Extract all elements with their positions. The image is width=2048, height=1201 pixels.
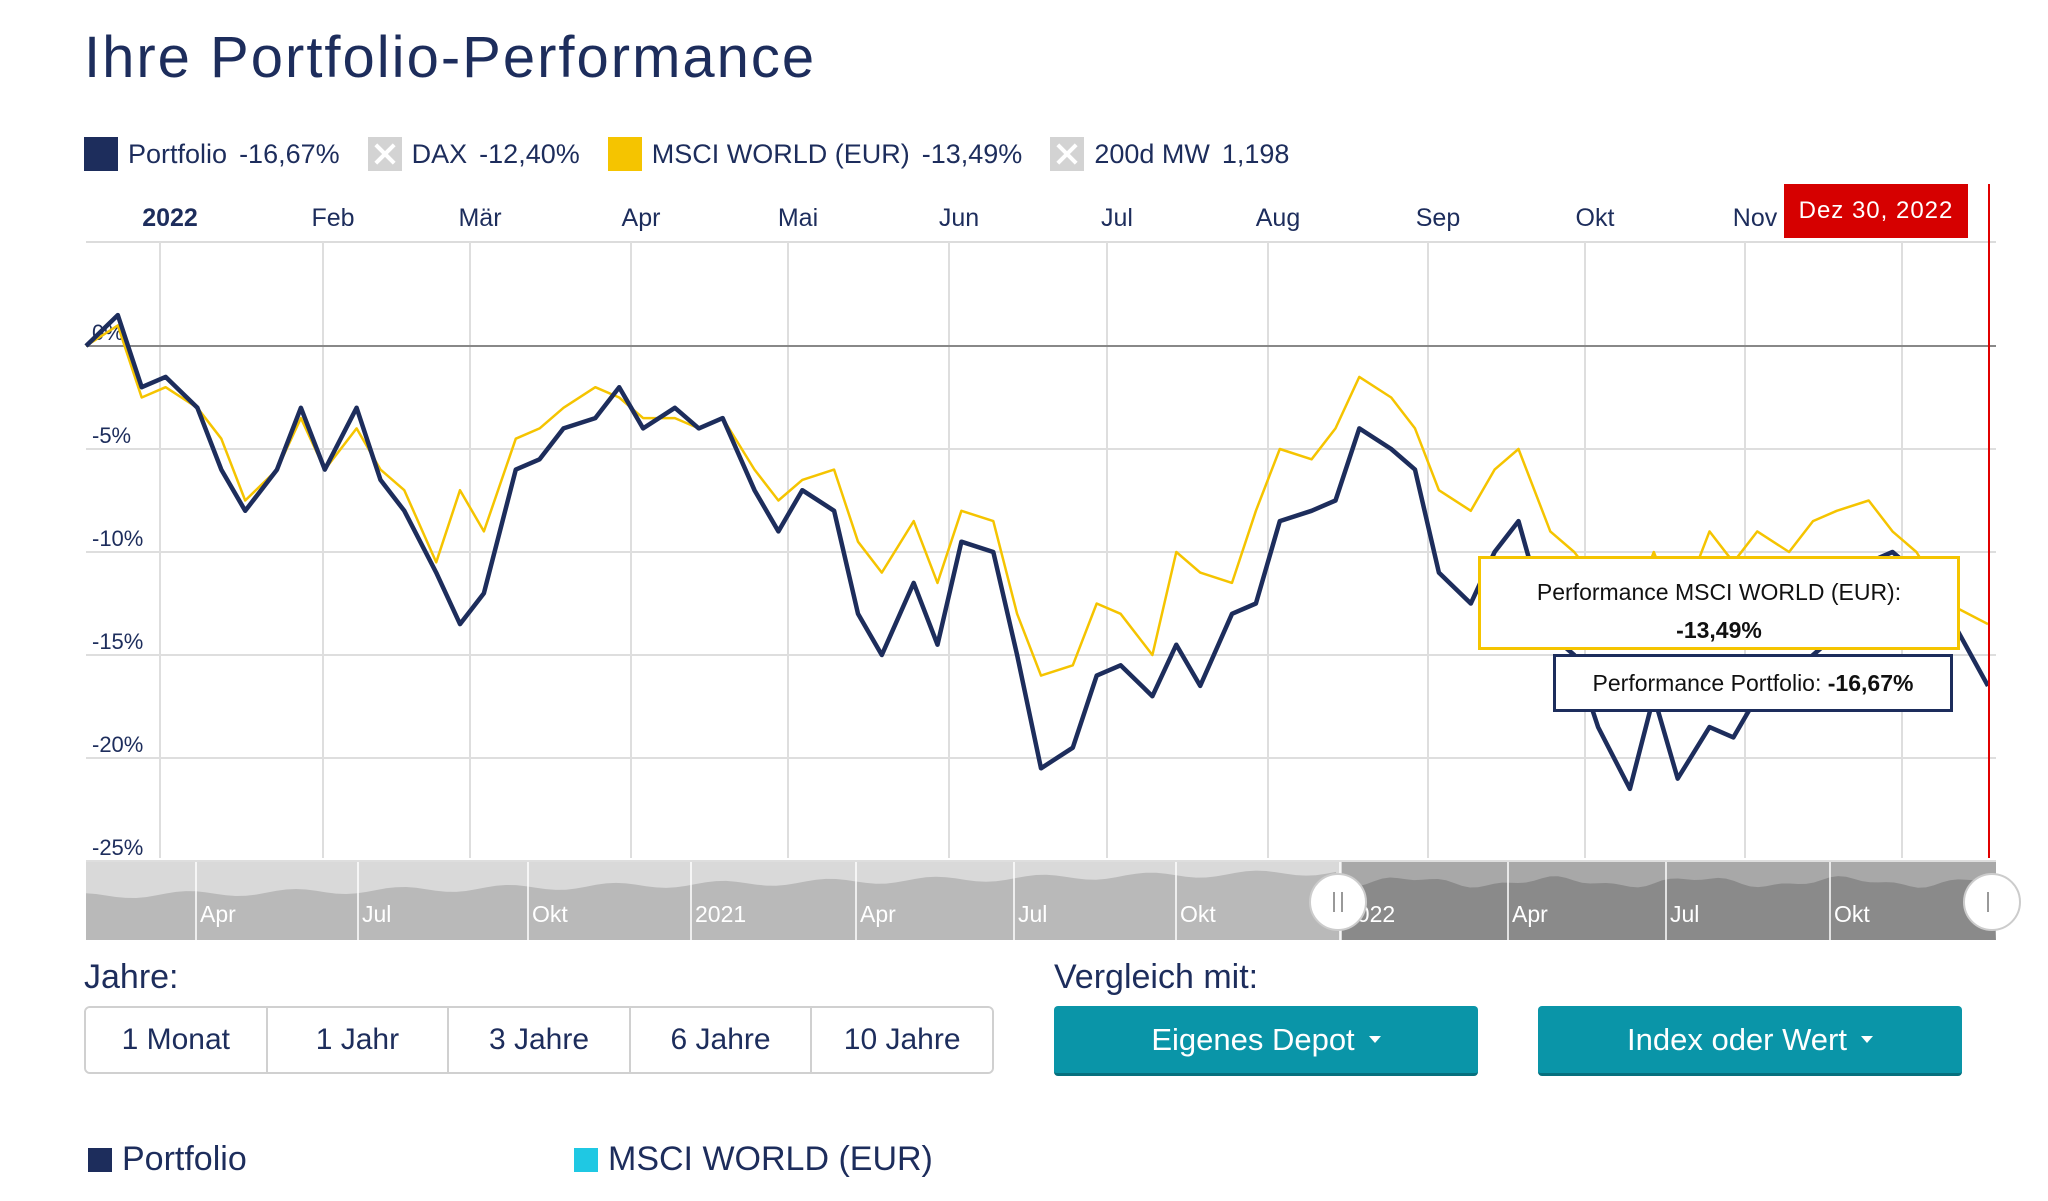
x-tick-label: Nov <box>1733 204 1778 232</box>
legend-item-portfolio[interactable]: Portfolio -16,67% <box>84 137 340 171</box>
legend-item-msci[interactable]: MSCI WORLD (EUR) -13,49% <box>607 137 1023 171</box>
navigator-label: Okt <box>1180 901 1216 927</box>
msci-tooltip-value: -13,49% <box>1676 617 1762 643</box>
portfolio-tooltip: Performance Portfolio: -16,67% <box>1553 654 1953 712</box>
x-tick-label: Jul <box>1101 204 1133 232</box>
x-tick-label: Sep <box>1416 204 1460 232</box>
navigator-label: Apr <box>860 901 896 927</box>
legend-value: -16,67% <box>239 138 340 169</box>
bottom-legend-label: Portfolio <box>122 1140 247 1178</box>
navigator-right-handle[interactable] <box>1963 873 2021 931</box>
legend-item-200d[interactable]: 200d MW 1,198 <box>1050 137 1289 171</box>
navigator-selected-area <box>1342 876 1996 940</box>
eigenes-depot-dropdown[interactable]: Eigenes Depot <box>1054 1006 1478 1076</box>
period-selector: 1 Monat 1 Jahr 3 Jahre 6 Jahre 10 Jahre <box>84 1006 994 1074</box>
portfolio-tooltip-value: -16,67% <box>1827 670 1914 696</box>
period-10-jahre-button[interactable]: 10 Jahre <box>812 1008 992 1072</box>
x-tick-label: Jun <box>939 204 979 232</box>
jahre-label: Jahre: <box>84 958 179 996</box>
y-tick-label: -10% <box>92 526 143 551</box>
msci-tooltip-label: Performance MSCI WORLD (EUR): <box>1536 579 1902 605</box>
vergleich-label: Vergleich mit: <box>1054 958 1259 996</box>
eigenes-depot-label: Eigenes Depot <box>1151 1021 1355 1057</box>
y-tick-label: -15% <box>92 629 143 654</box>
navigator-label: Okt <box>532 901 568 927</box>
legend-label: DAX <box>411 138 468 169</box>
portfolio-swatch <box>84 137 118 171</box>
period-6-jahre-button[interactable]: 6 Jahre <box>630 1008 813 1072</box>
legend-value: 1,198 <box>1221 138 1290 169</box>
navigator-label: Apr <box>1512 901 1548 927</box>
x-tick-label: 2022 <box>142 204 198 232</box>
caret-down-icon <box>1368 1036 1381 1043</box>
x-tick-label: Apr <box>622 204 661 232</box>
navigator-label: Jul <box>1018 901 1047 927</box>
portfolio-square <box>88 1147 112 1172</box>
navigator-left-handle[interactable] <box>1309 873 1367 931</box>
index-oder-wert-dropdown[interactable]: Index oder Wert <box>1538 1006 1962 1076</box>
period-1-jahr-button[interactable]: 1 Jahr <box>267 1008 450 1072</box>
legend-label: MSCI WORLD (EUR) <box>651 138 910 169</box>
legend-value: -13,49% <box>921 138 1023 169</box>
bottom-legend-portfolio: Portfolio <box>88 1140 247 1179</box>
x-tick-label: Mär <box>458 204 501 232</box>
legend-label: Portfolio <box>128 138 228 169</box>
msci-tooltip: Performance MSCI WORLD (EUR): -13,49% <box>1478 556 1960 650</box>
portfolio-tooltip-label: Performance Portfolio: <box>1592 670 1822 696</box>
navigator-overview-area <box>86 870 1340 940</box>
y-tick-label: -20% <box>92 732 143 757</box>
navigator-label: Apr <box>200 901 236 927</box>
x-tick-label: Feb <box>311 204 354 232</box>
selected-date-flag: Dez 30, 2022 <box>1784 184 1968 238</box>
period-3-jahre-button[interactable]: 3 Jahre <box>449 1008 631 1072</box>
period-1-monat-button[interactable]: 1 Monat <box>86 1008 268 1072</box>
bottom-legend-label: MSCI WORLD (EUR) <box>608 1140 933 1178</box>
x-tick-label: Mai <box>778 204 818 232</box>
navigator-label: Jul <box>362 901 391 927</box>
navigator-label: Okt <box>1834 901 1870 927</box>
y-tick-label: -25% <box>92 835 143 860</box>
x-tick-label: Okt <box>1576 204 1615 232</box>
disabled-x-icon <box>367 137 402 171</box>
chart-legend: Portfolio -16,67% DAX -12,40% MSCI WORLD… <box>84 136 1317 172</box>
caret-down-icon <box>1860 1036 1873 1043</box>
navigator-label: 2021 <box>695 901 746 927</box>
msci-swatch <box>607 137 642 171</box>
x-tick-label: Aug <box>1256 204 1300 232</box>
bottom-legend-msci: MSCI WORLD (EUR) <box>574 1140 933 1179</box>
legend-value: -12,40% <box>479 138 580 169</box>
performance-chart[interactable]: 2022FebMärAprMaiJunJulAugSepOktNovDez0%-… <box>0 180 2048 940</box>
y-tick-label: -5% <box>92 423 131 448</box>
disabled-x-icon <box>1050 137 1085 171</box>
index-oder-wert-label: Index oder Wert <box>1627 1021 1847 1057</box>
legend-label: 200d MW <box>1094 138 1210 169</box>
navigator-label: Jul <box>1670 901 1699 927</box>
page-title: Ihre Portfolio-Performance <box>84 25 817 90</box>
legend-item-dax[interactable]: DAX -12,40% <box>367 137 580 171</box>
msci-square <box>574 1147 598 1172</box>
